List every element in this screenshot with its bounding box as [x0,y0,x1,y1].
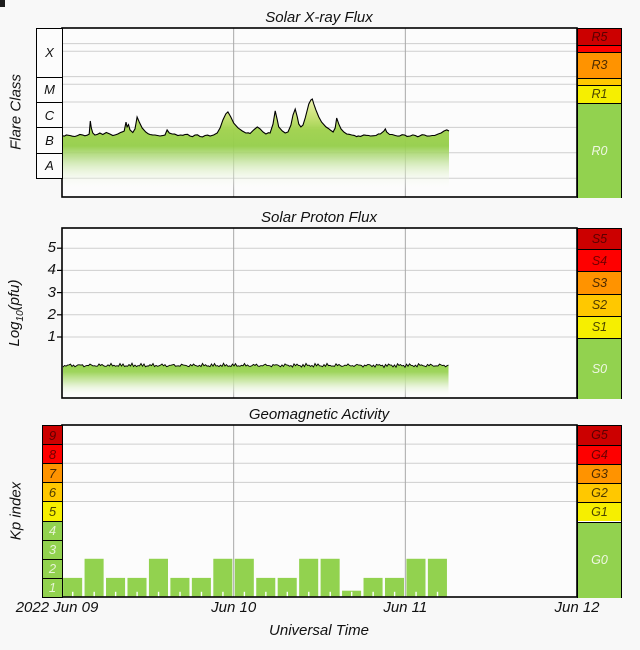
kp-bar [277,577,297,597]
proton-ytick-2: 2 [47,305,56,323]
kp-bar [384,577,405,597]
proton-axis-label-log: Log [6,321,23,347]
kp-bar-tick-notch [179,591,181,597]
kp-bar [427,558,447,597]
proton-axis-label: Log10(pfu) [6,280,26,347]
kp-axis-box-1: 1 [42,577,63,598]
flare-class-axis-label: Flare Class [7,74,25,150]
kp-index-axis-label: Kp index [7,481,25,541]
g-scale-box-G3: G3 [578,464,621,484]
kp-bar [320,558,340,597]
kp-bar [106,577,126,597]
g-scale-box-G1: G1 [578,502,621,522]
kp-axis-box-3: 3 [42,539,63,560]
kp-bar-tick-notch [200,591,203,597]
kp-bar [406,558,426,597]
proton-flux-area [63,363,449,397]
kp-bar-tick-notch [265,591,267,597]
kp-bar-tick-notch [372,591,374,597]
kp-bar [191,577,211,597]
proton-ytick-4: 4 [47,261,56,279]
flare-class-box-M: M [36,76,63,103]
r-scale-box-level-3 [578,77,621,86]
kp-bar-tick-notch [222,591,224,597]
proton-axis-label-sub10: 10 [15,310,26,322]
kp-bar-tick-notch [93,591,95,597]
xray-flux-area [62,99,449,191]
kp-bar-tick-notch [436,591,439,597]
s-scale-box-S2: S2 [578,293,621,316]
kp-bar-tick-notch [114,591,117,597]
r-scale-box-level-1 [578,44,621,53]
s-scale-box-S0: S0 [578,338,621,400]
g-scale-box-G2: G2 [578,483,621,503]
s-scale-box-S5: S5 [578,229,621,250]
g-scale-box-G5: G5 [578,426,621,446]
proton-ytick-5: 5 [47,239,56,257]
kp-bar-tick-notch [350,591,353,597]
kp-bar-tick-notch [243,591,246,597]
s-scale-box-S1: S1 [578,315,621,338]
proton-ytick-3: 3 [47,283,56,301]
kp-bar [213,558,233,597]
kp-axis-box-2: 2 [42,558,63,579]
kp-bar [234,558,254,597]
flare-class-box-A: A [36,152,63,180]
kp-axis-box-4: 4 [42,520,63,541]
kp-bar-tick-notch [286,591,289,597]
s-scale-column: S5 S4 S3 S2 S1 S0 [577,228,622,400]
kp-bar [363,577,383,597]
corner-artifact [0,0,5,7]
proton-axis-label-pfu: (pfu) [6,279,23,311]
kp-bar [256,577,276,597]
universal-time-label: Universal Time [269,622,369,639]
flare-class-box-X: X [36,28,63,78]
kp-axis-box-5: 5 [42,501,63,522]
g-scale-box-G0: G0 [578,521,621,598]
kp-bar-tick-notch [157,591,160,597]
r-scale-column: R5 R3 R1 R0 [577,28,622,198]
xtick-jun10: Jun 10 [211,599,257,616]
proton-panel-title: Solar Proton Flux [261,209,377,226]
r-scale-box-R5: R5 [578,29,621,45]
kp-bar [170,577,190,597]
kp-bar-tick-notch [308,591,310,597]
kp-axis-box-7: 7 [42,463,63,484]
kp-axis-box-8: 8 [42,444,63,465]
proton-ytick-1: 1 [47,328,56,345]
xray-panel-title: Solar X-ray Flux [265,9,373,26]
kp-axis-box-6: 6 [42,482,63,503]
kp-bar [148,558,168,597]
flare-class-box-B: B [36,127,63,154]
g-scale-box-G4: G4 [578,445,621,465]
xtick-jun12: Jun 12 [554,599,600,616]
kp-bar-tick-notch [393,591,396,597]
r-scale-box-R1: R1 [578,85,621,103]
kp-bar-tick-notch [415,591,417,597]
proton-flux-line [62,362,449,369]
r-scale-box-R3: R3 [578,52,621,78]
kp-bar-tick-notch [329,591,331,597]
kp-bar-tick-notch [72,591,74,597]
xray-flux-line [61,98,450,138]
kp-bar [63,577,83,597]
r-scale-box-R0: R0 [578,103,621,198]
kp-bar [84,558,104,597]
kp-bar-tick-notch [136,591,138,597]
s-scale-box-S4: S4 [578,249,621,272]
xtick-jun09: 2022 Jun 09 [15,599,99,616]
kp-axis-box-9: 9 [42,425,63,446]
kp-bar [127,577,147,597]
g-scale-column: G5 G4 G3 G2 G1 G0 [577,425,622,598]
xtick-jun11: Jun 11 [383,599,428,616]
kp-bar [299,558,319,597]
geomag-panel-title: Geomagnetic Activity [248,406,390,423]
flare-class-box-C: C [36,102,63,129]
s-scale-box-S3: S3 [578,271,621,294]
